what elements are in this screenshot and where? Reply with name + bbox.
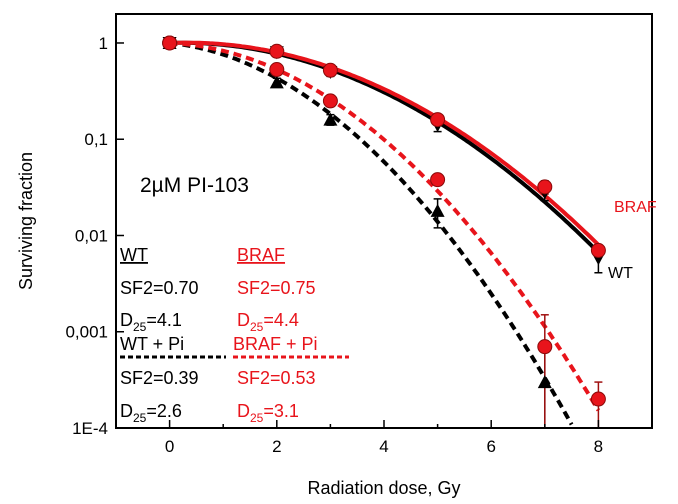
data-point-braf-pi [269, 62, 285, 78]
curve-label-braf: BRAF [614, 199, 657, 216]
error-bars [272, 46, 603, 429]
fit-curve-braf [169, 40, 600, 247]
x-tick-label: 8 [594, 437, 603, 456]
stats-header-wt: WT [120, 245, 148, 265]
y-tick-label: 0,01 [75, 226, 108, 245]
y-axis-label: Surviving fraction [16, 152, 36, 290]
data-point-braf-pi [537, 339, 553, 355]
stats-sf2-wt: SF2=0.70 [120, 278, 199, 298]
fit-curve-wt [169, 40, 600, 254]
x-tick-label: 4 [379, 437, 388, 456]
stats-header-braf-pi: BRAF + Pi [233, 334, 318, 354]
treatment-label: 2µM PI-103 [140, 174, 249, 197]
data-point-braf [269, 43, 285, 59]
stats-header-wt-pi: WT + Pi [120, 334, 184, 354]
stats-d25-wt: D25=4.1 [120, 310, 182, 334]
x-tick-label: 2 [272, 437, 281, 456]
data-point-braf [590, 242, 606, 258]
y-tick-label: 1E-4 [72, 419, 108, 438]
data-point-wt-pi [537, 375, 552, 389]
data-point-wt-pi [269, 75, 284, 89]
stats-d25-braf-pi: D25=3.1 [237, 401, 299, 425]
stats-header-braf: BRAF [237, 245, 285, 265]
data-point-braf [322, 62, 338, 78]
data-point-braf-pi [322, 93, 338, 109]
stats-sf2-wt-pi: SF2=0.39 [120, 368, 199, 388]
data-point-braf-pi [162, 35, 178, 51]
y-tick-label: 0,1 [84, 130, 108, 149]
data-point-wt-pi [323, 112, 338, 126]
stats-sf2-braf: SF2=0.75 [237, 278, 316, 298]
x-tick-label: 0 [165, 437, 174, 456]
data-point-braf-pi [430, 172, 446, 188]
curve-label-wt: WT [608, 265, 633, 282]
y-tick-label: 1 [99, 34, 108, 53]
fit-curve-wt-pi [169, 41, 574, 426]
stats-sf2-braf-pi: SF2=0.53 [237, 368, 316, 388]
data-point-wt-pi [430, 203, 445, 217]
x-axis-label: Radiation dose, Gy [307, 478, 460, 498]
stats-d25-braf: D25=4.4 [237, 310, 299, 334]
y-tick-label: 0,001 [65, 323, 108, 342]
stats-d25-wt-pi: D25=2.6 [120, 401, 182, 425]
axis-ticks: 0 2 4 6 8 1E-4 0,001 0,01 0,1 1 [65, 34, 603, 456]
data-point-braf [430, 112, 446, 128]
data-markers [162, 35, 606, 407]
x-tick-label: 6 [486, 437, 495, 456]
data-point-braf-pi [590, 391, 606, 407]
fit-curve-braf-pi [169, 41, 601, 412]
data-point-braf [537, 179, 553, 195]
fit-curves [169, 40, 601, 426]
